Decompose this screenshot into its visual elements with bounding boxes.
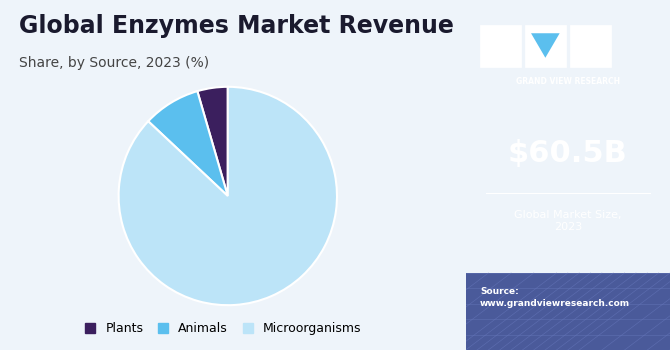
Text: Source:
www.grandviewresearch.com: Source: www.grandviewresearch.com [480,287,630,308]
Wedge shape [198,87,228,196]
FancyBboxPatch shape [480,25,521,66]
Text: GRAND VIEW RESEARCH: GRAND VIEW RESEARCH [516,77,620,86]
FancyBboxPatch shape [525,25,565,66]
Wedge shape [119,87,337,305]
Text: $60.5B: $60.5B [508,140,628,168]
Text: Share, by Source, 2023 (%): Share, by Source, 2023 (%) [19,56,209,70]
Wedge shape [148,91,228,196]
FancyBboxPatch shape [466,273,670,350]
Text: Global Market Size,
2023: Global Market Size, 2023 [514,210,622,232]
FancyBboxPatch shape [570,25,611,66]
Text: Global Enzymes Market Revenue: Global Enzymes Market Revenue [19,14,454,38]
Legend: Plants, Animals, Microorganisms: Plants, Animals, Microorganisms [80,317,366,340]
Polygon shape [531,33,559,58]
